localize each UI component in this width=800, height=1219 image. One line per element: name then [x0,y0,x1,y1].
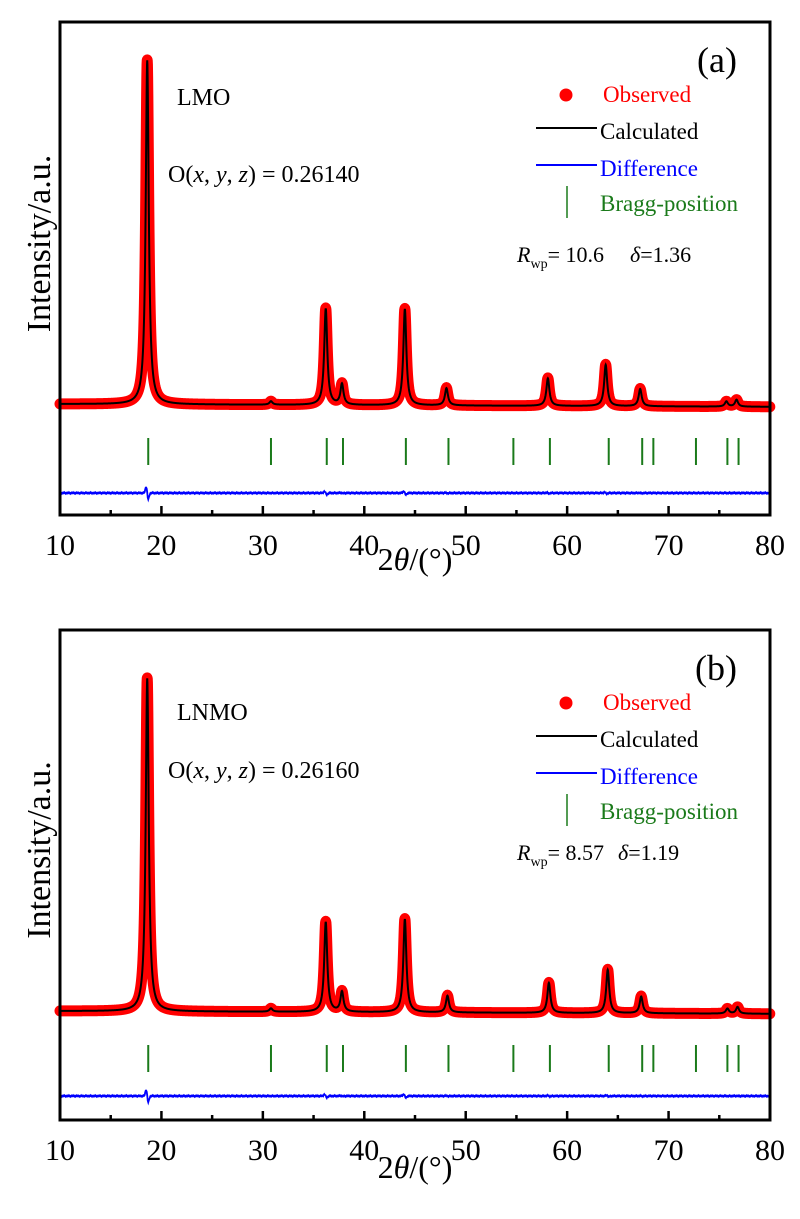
difference-line [59,486,771,503]
legend-label: Observed [603,82,692,107]
annotation-part: z [238,162,249,188]
fit-statistics: Rwp= 10.6 δ=1.36 [516,242,691,272]
legend-item-observed: Observed [559,690,692,715]
observed-point [600,371,611,382]
x-axis: 10 20 30 40 50 60 70 80 2θ/(°) [45,506,785,577]
x-tick-label: 30 [248,1134,278,1167]
legend-item-calculated: Calculated [536,119,699,144]
bragg-positions [147,438,740,465]
legend-item-difference: Difference [536,156,698,181]
observed-point [142,160,153,171]
annotation-part: ) = 0.26140 [248,162,360,188]
legend-label: Bragg-position [600,191,738,216]
panel-b: 10 20 30 40 50 60 70 80 2θ/(°) Intensity/a.u. (b) L… [21,628,785,1185]
legend-label: Observed [603,690,692,715]
x-tick-label: 40 [349,1134,379,1167]
x-axis-label: 2θ/(°) [378,541,453,577]
oxygen-position-annotation: O(x, y, z) = 0.26160 [168,758,360,784]
rwp-symbol: R [516,840,531,865]
x-tick-label: 80 [755,1134,785,1167]
annotation-part: x [192,758,204,784]
legend: Observed Calculated Difference Bragg-positi… [536,82,738,218]
calculated-line [60,60,770,408]
x-axis-label: 2θ/(°) [378,1149,453,1185]
sample-label: LMO [177,85,230,111]
x-label-part: 2 [378,1149,394,1185]
panel-label: (b) [695,648,737,688]
x-tick-label: 40 [349,529,379,562]
delta-symbol: δ [618,840,629,865]
x-label-theta: θ [394,1149,410,1185]
observed-marker-icon [559,696,573,710]
legend-label: Calculated [600,119,699,144]
x-label-theta: θ [394,541,410,577]
x-tick-label: 60 [552,1134,582,1167]
panel-label: (a) [697,40,737,80]
legend: Observed Calculated Difference Bragg-positi… [536,690,738,826]
x-tick-label: 20 [146,529,176,562]
rwp-symbol: R [516,242,531,267]
annotation-part: y [214,162,227,188]
x-tick-label: 70 [654,1134,684,1167]
observed-point [142,774,153,785]
legend-label: Bragg-position [600,799,738,824]
legend-item-observed: Observed [559,82,692,107]
difference-line [59,1089,771,1106]
legend-item-bragg-position: Bragg-position [566,186,738,218]
delta-value: =1.36 [640,242,691,267]
y-axis-label: Intensity/a.u. [21,761,58,939]
annotation-part: O( [168,758,193,784]
observed-band [54,54,776,413]
legend-label: Calculated [600,727,699,752]
annotation-part: , [204,758,216,784]
bragg-positions [147,1045,740,1072]
rwp-subscript: wp [530,855,547,870]
annotation-part: z [238,758,249,784]
legend-item-calculated: Calculated [536,727,699,752]
fit-statistics: Rwp= 8.57 δ=1.19 [516,840,679,870]
x-tick-label: 20 [146,1134,176,1167]
x-label-part: /(°) [409,1149,452,1185]
annotation-part: ) = 0.26160 [248,758,360,784]
annotation-part: , [227,758,239,784]
observed-series [54,54,776,413]
observed-point [399,332,410,343]
x-tick-label: 70 [654,529,684,562]
x-axis: 10 20 30 40 50 60 70 80 2θ/(°) [45,1111,785,1185]
delta-value: =1.19 [628,840,679,865]
x-label-part: 2 [378,541,394,577]
rwp-value: = 10.6 [548,242,604,267]
x-tick-label: 60 [552,529,582,562]
x-label-part: /(°) [409,541,452,577]
x-tick-label: 10 [45,1134,75,1167]
observed-point [320,943,331,954]
x-tick-label: 30 [248,529,278,562]
panel-a: 10 20 30 40 50 60 70 80 2θ/(°) Intensity/a.u. (a) L… [21,20,785,577]
annotation-part: , [204,162,216,188]
calculated-line [60,678,770,1015]
x-tick-label: 50 [451,529,481,562]
x-tick-label: 80 [755,529,785,562]
annotation-part: y [214,758,227,784]
observed-marker-icon [559,88,573,102]
legend-item-difference: Difference [536,764,698,789]
legend-label: Difference [600,156,698,181]
oxygen-position-annotation: O(x, y, z) = 0.26140 [168,162,360,188]
legend-label: Difference [600,764,698,789]
delta-symbol: δ [630,242,641,267]
annotation-part: O( [168,162,193,188]
x-tick-label: 10 [45,529,75,562]
x-tick-label: 50 [451,1134,481,1167]
observed-point [602,977,613,988]
rwp-subscript: wp [530,257,547,272]
sample-label: LNMO [177,700,248,726]
observed-point [320,332,331,343]
legend-item-bragg-position: Bragg-position [566,794,738,826]
annotation-part: , [227,162,239,188]
observed-point [399,941,410,952]
annotation-part: x [192,162,204,188]
rwp-value: = 8.57 [548,840,604,865]
y-axis-label: Intensity/a.u. [21,155,58,333]
